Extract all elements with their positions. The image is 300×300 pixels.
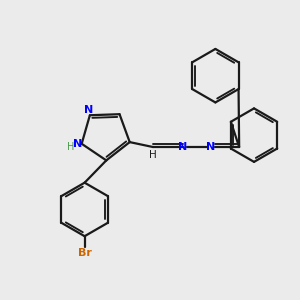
Text: N: N	[206, 142, 216, 152]
Text: Br: Br	[78, 248, 92, 258]
Text: N: N	[84, 105, 93, 115]
Text: N: N	[73, 139, 82, 149]
Text: H: H	[67, 142, 74, 152]
Text: H: H	[148, 150, 156, 161]
Text: N: N	[178, 142, 187, 152]
